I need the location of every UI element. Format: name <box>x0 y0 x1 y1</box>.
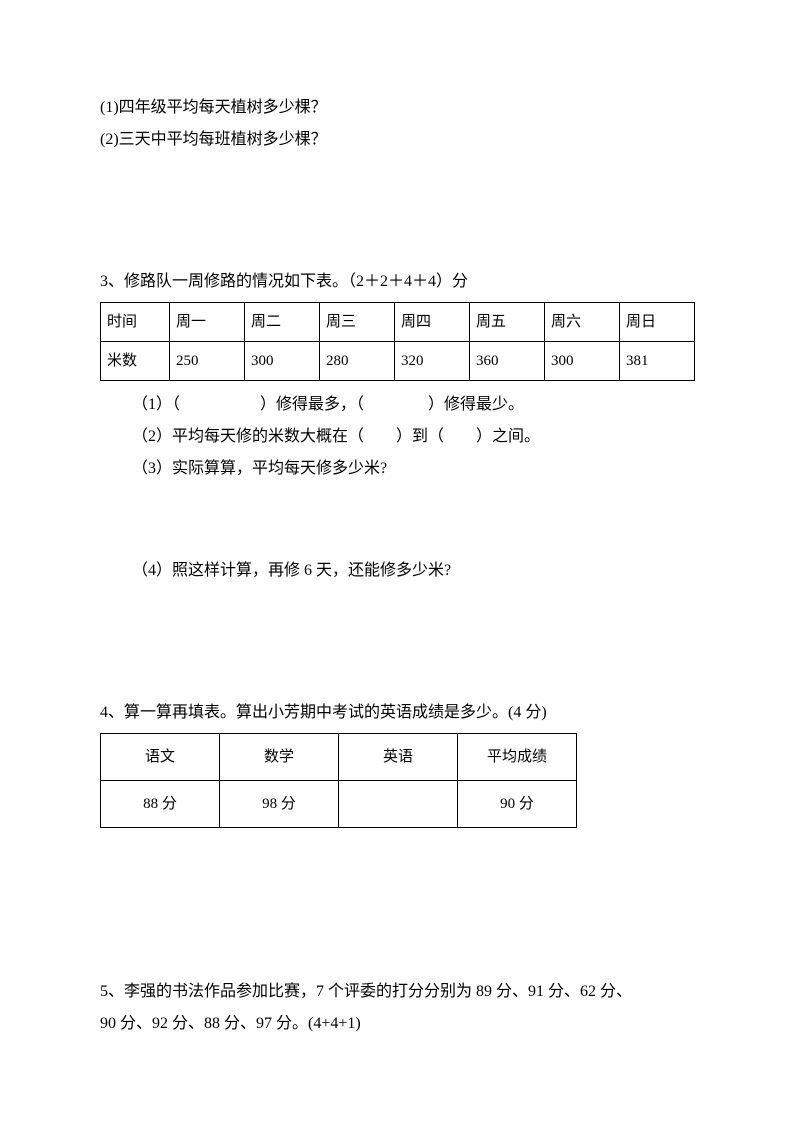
table-cell: 数学 <box>220 734 339 781</box>
table-cell: 平均成绩 <box>458 734 577 781</box>
table-cell: 周四 <box>395 303 470 342</box>
table-cell: 周日 <box>620 303 695 342</box>
q4-intro: 4、算一算再填表。算出小芳期中考试的英语成绩是多少。(4 分) <box>100 697 700 729</box>
table-cell: 300 <box>545 342 620 381</box>
table-row: 时间 周一 周二 周三 周四 周五 周六 周日 <box>101 303 695 342</box>
table-cell: 米数 <box>101 342 170 381</box>
spacer <box>100 156 700 266</box>
q3-sub2: （2）平均每天修的米数大概在（ ）到（ ）之间。 <box>100 421 700 453</box>
table-cell <box>339 781 458 828</box>
q2-sub1: (1)四年级平均每天植树多少棵？ <box>100 92 700 124</box>
table-cell: 280 <box>320 342 395 381</box>
table-row: 语文 数学 英语 平均成绩 <box>101 734 577 781</box>
q5-line1: 5、李强的书法作品参加比赛，7 个评委的打分分别为 89 分、91 分、62 分… <box>100 976 700 1008</box>
table-cell: 周一 <box>170 303 245 342</box>
table-cell: 90 分 <box>458 781 577 828</box>
table-cell: 250 <box>170 342 245 381</box>
q3-table: 时间 周一 周二 周三 周四 周五 周六 周日 米数 250 300 280 3… <box>100 302 695 381</box>
table-row: 88 分 98 分 90 分 <box>101 781 577 828</box>
spacer <box>100 836 700 976</box>
table-row: 米数 250 300 280 320 360 300 381 <box>101 342 695 381</box>
q3-sub4: （4）照这样计算，再修 6 天，还能修多少米? <box>100 555 700 587</box>
table-cell: 周二 <box>245 303 320 342</box>
table-cell: 98 分 <box>220 781 339 828</box>
table-cell: 381 <box>620 342 695 381</box>
table-cell: 时间 <box>101 303 170 342</box>
q5-line2: 90 分、92 分、88 分、97 分。(4+4+1) <box>100 1008 700 1040</box>
q3-sub3: （3）实际算算，平均每天修多少米? <box>100 453 700 485</box>
table-cell: 英语 <box>339 734 458 781</box>
table-cell: 320 <box>395 342 470 381</box>
q4-table: 语文 数学 英语 平均成绩 88 分 98 分 90 分 <box>100 733 577 828</box>
document-page: (1)四年级平均每天植树多少棵？ (2)三天中平均每班植树多少棵？ 3、修路队一… <box>0 0 800 1100</box>
table-cell: 300 <box>245 342 320 381</box>
q3-intro: 3、修路队一周修路的情况如下表。（2＋2＋4＋4）分 <box>100 266 700 298</box>
table-cell: 周六 <box>545 303 620 342</box>
q3-sub1: （1）（ ）修得最多，（ ）修得最少。 <box>100 389 700 421</box>
table-cell: 周五 <box>470 303 545 342</box>
table-cell: 360 <box>470 342 545 381</box>
table-cell: 语文 <box>101 734 220 781</box>
table-cell: 88 分 <box>101 781 220 828</box>
spacer <box>100 587 700 697</box>
q2-sub2: (2)三天中平均每班植树多少棵？ <box>100 124 700 156</box>
spacer <box>100 485 700 555</box>
table-cell: 周三 <box>320 303 395 342</box>
